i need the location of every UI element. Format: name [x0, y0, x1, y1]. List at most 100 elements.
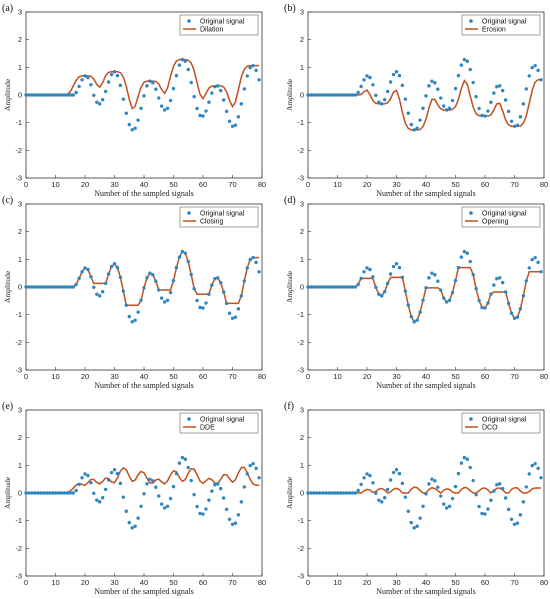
original-signal-point	[118, 275, 123, 280]
panel-a: 0 10 20 30 40 50 60 70 80 -3 -2 -1 0 1 2 3 Number of the…	[2, 3, 266, 198]
original-signal-point	[30, 285, 34, 289]
original-signal-point	[44, 285, 49, 289]
legend-marker-original	[187, 211, 191, 215]
original-signal-point	[36, 491, 40, 495]
original-signal-point	[80, 78, 84, 82]
original-signal-point	[106, 272, 111, 276]
original-signal-point	[515, 315, 520, 319]
original-signal-point	[186, 259, 190, 264]
original-signal-point	[471, 80, 475, 85]
original-signal-point	[92, 285, 96, 289]
original-signal-point	[459, 461, 464, 465]
panel-label: (d)	[284, 195, 296, 206]
original-signal-point	[236, 307, 241, 311]
original-signal-point	[533, 63, 537, 68]
original-signal-point	[412, 526, 416, 530]
original-signal-point	[112, 468, 117, 472]
x-tick-label: 80	[540, 180, 548, 189]
original-signal-point	[306, 491, 310, 495]
original-signal-point	[424, 94, 428, 98]
original-signal-point	[524, 485, 528, 489]
original-signal-point	[394, 70, 399, 74]
original-signal-point	[121, 495, 126, 499]
original-signal-point	[503, 496, 508, 500]
original-signal-point	[213, 483, 217, 487]
original-signal-point	[338, 285, 343, 289]
original-signal-point	[447, 298, 452, 302]
original-signal-point	[27, 285, 31, 289]
original-signal-point	[168, 290, 173, 295]
y-tick-label: 2	[300, 35, 304, 44]
original-signal-point	[465, 59, 469, 63]
original-signal-point	[186, 67, 190, 72]
original-signal-point	[356, 488, 360, 493]
y-tick-label: 0	[300, 283, 304, 292]
x-axis-label: Number of the sampled signals	[94, 189, 194, 198]
original-signal-point	[189, 478, 193, 483]
y-tick-label: -3	[15, 572, 22, 581]
x-tick-label: 30	[110, 180, 118, 189]
original-signal-point	[489, 292, 493, 296]
original-signal-point	[380, 500, 384, 504]
original-signal-point	[103, 89, 108, 94]
x-tick-label: 80	[258, 372, 266, 381]
original-signal-point	[365, 472, 369, 476]
original-signal-point	[509, 517, 514, 521]
original-signal-point	[221, 496, 226, 500]
original-signal-point	[527, 266, 531, 270]
original-signal-point	[495, 85, 499, 89]
original-signal-point	[210, 91, 214, 95]
original-signal-point	[207, 292, 211, 296]
x-tick-label: 10	[333, 578, 341, 587]
original-signal-point	[459, 255, 464, 259]
y-tick-label: 3	[300, 200, 304, 209]
x-tick-label: 50	[169, 180, 177, 189]
original-signal-point	[195, 298, 199, 303]
original-signal-point	[127, 314, 131, 319]
original-signal-point	[400, 481, 405, 486]
original-signal-point	[251, 461, 255, 466]
original-signal-point	[245, 74, 249, 78]
original-signal-point	[224, 109, 229, 114]
x-tick-label: 50	[169, 372, 177, 381]
legend-box	[179, 14, 259, 36]
original-signal-point	[239, 500, 244, 504]
original-signal-point	[341, 93, 346, 97]
original-signal-point	[248, 65, 252, 70]
original-signal-point	[242, 279, 246, 283]
original-signal-point	[512, 124, 517, 128]
original-signal-point	[210, 283, 214, 287]
original-signal-point	[318, 491, 322, 495]
original-signal-point	[219, 88, 223, 93]
original-signal-point	[374, 491, 378, 495]
legend-marker-original	[469, 19, 473, 23]
y-tick-label: 1	[18, 461, 22, 470]
x-tick-label: 10	[51, 372, 59, 381]
original-signal-point	[189, 272, 193, 277]
original-signal-point	[347, 491, 351, 495]
original-signal-point	[62, 491, 67, 495]
original-signal-point	[53, 491, 58, 495]
original-signal-point	[204, 301, 208, 305]
original-signal-point	[192, 286, 196, 291]
original-signal-point	[480, 305, 484, 310]
original-signal-point	[315, 93, 319, 97]
original-signal-point	[442, 104, 446, 108]
original-signal-point	[480, 113, 484, 118]
original-signal-point	[142, 94, 146, 98]
original-signal-point	[383, 290, 387, 294]
original-signal-point	[477, 504, 481, 509]
y-tick-label: -3	[15, 174, 22, 183]
original-signal-point	[498, 84, 502, 88]
original-signal-point	[326, 491, 331, 495]
original-signal-point	[495, 483, 499, 487]
original-signal-point	[136, 118, 140, 122]
x-tick-label: 20	[81, 578, 89, 587]
original-signal-point	[198, 511, 202, 516]
original-signal-point	[468, 67, 472, 72]
original-signal-point	[474, 492, 478, 497]
original-signal-point	[130, 526, 134, 530]
original-signal-point	[483, 512, 487, 516]
y-axis-label: Amplitude	[3, 270, 12, 303]
y-tick-label: 0	[18, 489, 22, 498]
